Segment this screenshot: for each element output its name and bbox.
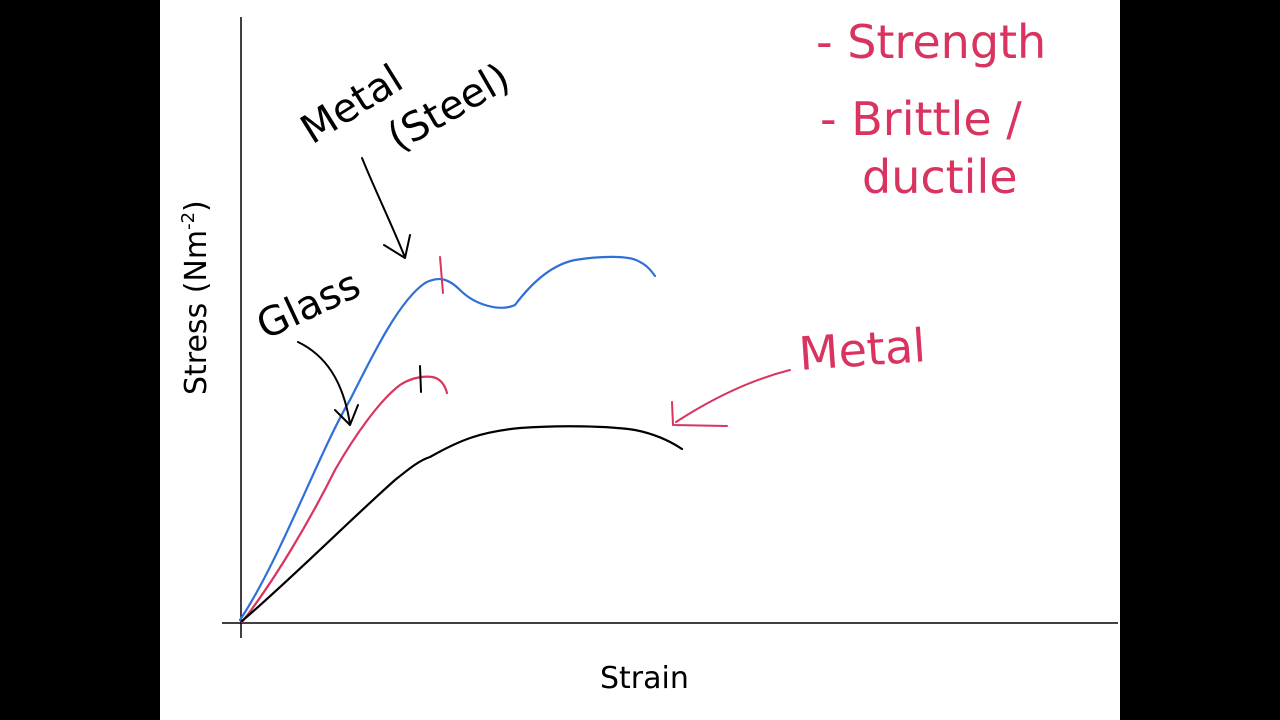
- y-axis-label: Stress (Nm-2): [178, 200, 214, 395]
- metal-curve: [240, 425, 684, 623]
- y-axis-label-close: ): [179, 200, 214, 212]
- glass-curve: [240, 375, 449, 624]
- steel-curve: [238, 255, 657, 622]
- notes-line-strength: - Strength: [816, 15, 1046, 69]
- y-axis-label-main: Stress (Nm: [179, 230, 214, 395]
- steel-fracture-mark: [439, 256, 444, 294]
- glass-pointer-arrow: [297, 341, 359, 426]
- steel-pointer-arrow: [361, 157, 411, 259]
- whiteboard: [160, 0, 1120, 720]
- glass-annotation: Glass: [250, 262, 368, 349]
- glass-fracture-mark: [419, 365, 422, 393]
- notes-line-ductile: ductile: [862, 150, 1018, 204]
- y-axis-label-superscript: -2: [178, 212, 199, 230]
- metal-steel-annotation-line2: (Steel): [380, 55, 518, 161]
- metal-annotation: Metal: [797, 318, 927, 381]
- metal-pointer-arrow: [671, 369, 791, 427]
- x-axis-label: Strain: [600, 661, 689, 696]
- notes-line-brittle: - Brittle /: [820, 92, 1022, 146]
